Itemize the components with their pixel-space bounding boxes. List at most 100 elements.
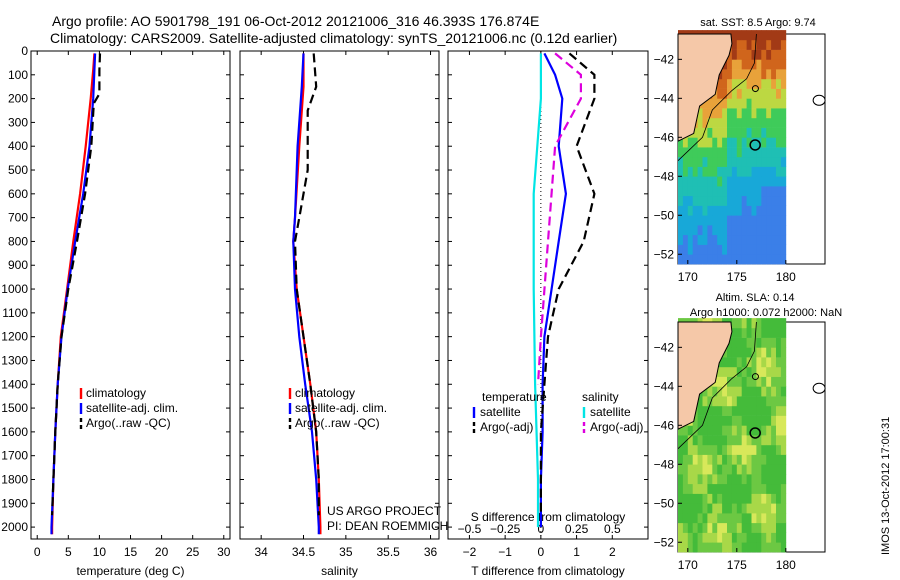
- island-marker: [751, 373, 759, 381]
- map-cell: [756, 415, 762, 426]
- map-cell: [707, 205, 713, 216]
- map-cell: [746, 327, 752, 338]
- map-cell: [746, 88, 752, 99]
- map-cell: [756, 522, 762, 533]
- map-cell: [727, 166, 733, 177]
- map-cell: [741, 156, 747, 167]
- map-cell: [717, 205, 723, 216]
- map-cell: [756, 30, 762, 41]
- map-cell: [682, 205, 689, 216]
- map-cell: [771, 464, 777, 475]
- map-cell: [756, 186, 762, 197]
- map-cell: [771, 215, 777, 226]
- map-cell: [736, 464, 743, 475]
- map-cell: [766, 366, 772, 377]
- map-cell: [736, 39, 743, 50]
- map-cell: [771, 30, 777, 41]
- map-cell: [761, 386, 767, 397]
- y-tick-label: −42: [654, 340, 675, 354]
- map-cell: [751, 186, 757, 197]
- map-cell: [746, 347, 752, 358]
- map-cell: [682, 156, 689, 167]
- map-cell: [692, 522, 698, 533]
- map-cell: [678, 483, 684, 494]
- map-cell: [780, 464, 787, 475]
- map-cell: [687, 244, 694, 255]
- x-tick-label: 35: [339, 545, 353, 559]
- map-cell: [780, 186, 787, 197]
- map-cell: [702, 137, 708, 148]
- y-tick-label: 200: [8, 92, 28, 106]
- map-cell: [746, 234, 752, 245]
- map-cell: [771, 254, 777, 265]
- map-cell: [741, 503, 747, 514]
- map-cell: [702, 108, 708, 119]
- map-cell: [756, 474, 762, 485]
- y-tick-label: 900: [8, 258, 28, 272]
- map-cell: [776, 117, 782, 128]
- map-cell: [746, 454, 752, 465]
- map-cell: [751, 195, 757, 206]
- map-cell: [727, 254, 733, 265]
- figure-title-line2: Climatology: CARS2009. Satellite-adjuste…: [50, 30, 618, 46]
- map-cell: [682, 186, 689, 197]
- difference-panel: −2 −1 0 1 2 T difference from climatology −0.5…: [447, 50, 649, 578]
- credit-line2: PI: DEAN ROEMMICH: [327, 519, 448, 533]
- map-cell: [746, 147, 752, 158]
- map-cell: [741, 357, 747, 368]
- y-tick-label: 0: [21, 44, 28, 58]
- map-cell: [678, 522, 684, 533]
- map-cell: [731, 69, 738, 80]
- map-cell: [702, 474, 708, 485]
- map-cell: [731, 542, 738, 553]
- map-cell: [707, 186, 713, 197]
- map-cell: [756, 396, 762, 407]
- legend-label: Argo(..raw -QC): [295, 416, 380, 430]
- map-cell: [736, 88, 743, 99]
- map-cell: [731, 205, 738, 216]
- map-cell: [736, 215, 743, 226]
- map-cell: [736, 513, 743, 524]
- map-cell: [761, 405, 767, 416]
- map-cell: [727, 127, 733, 138]
- map-cell: [736, 108, 743, 119]
- map-cell: [780, 254, 787, 265]
- map-cell: [771, 108, 777, 119]
- map-cell: [756, 98, 762, 109]
- map-cell: [727, 215, 733, 226]
- y-tick-label: 300: [8, 115, 28, 129]
- map-cell: [722, 376, 728, 387]
- map-subtitle: Argo h1000: 0.072 h2000: NaN: [690, 307, 842, 319]
- map-cell: [736, 186, 743, 197]
- map-cell: [731, 327, 738, 338]
- map-cell: [751, 137, 757, 148]
- map-cell: [702, 254, 708, 265]
- map-cell: [692, 195, 698, 206]
- map-cell: [678, 156, 684, 167]
- y-tick-label: 100: [8, 68, 28, 82]
- map-cell: [766, 493, 772, 504]
- x-tick-label: 0: [538, 545, 545, 559]
- map-cell: [722, 244, 728, 255]
- map-cell: [697, 425, 703, 436]
- map-cell: [731, 474, 738, 485]
- map-cell: [756, 254, 762, 265]
- x-tick-label: 175: [727, 270, 747, 284]
- legend-label: Argo(..raw -QC): [86, 416, 171, 430]
- map-cell: [766, 347, 772, 358]
- map-cell: [712, 244, 718, 255]
- map-cell: [751, 254, 757, 265]
- map-cell: [780, 195, 787, 206]
- map-cell: [761, 425, 767, 436]
- map-cell: [761, 137, 767, 148]
- map-cell: [717, 366, 723, 377]
- map-cell: [722, 532, 728, 543]
- map-cell: [682, 225, 689, 236]
- map-cell: [736, 195, 743, 206]
- map-cell: [761, 503, 767, 514]
- plot-frame: [239, 50, 440, 540]
- map-cell: [692, 215, 698, 226]
- map-cell: [731, 195, 738, 206]
- map-cell: [727, 454, 733, 465]
- map-cell: [741, 108, 747, 119]
